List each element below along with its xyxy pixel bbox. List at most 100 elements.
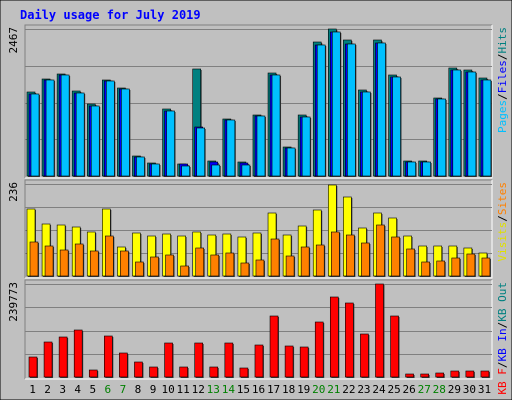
bar-pages-day-6 (106, 80, 116, 177)
bar-kb-f-day-30 (465, 370, 475, 378)
x-tick-label: 1 (29, 383, 36, 396)
x-tick-label: 15 (237, 383, 250, 396)
bar-pages-day-10 (166, 110, 176, 177)
bar-kb-f-day-2 (43, 341, 54, 378)
bar-kb-f-day-9 (149, 366, 159, 378)
bar-pages-day-22 (347, 43, 357, 177)
bar-sites-day-27 (421, 261, 431, 277)
bar-kb-f-day-27 (420, 373, 430, 378)
bar-kb-f-day-29 (450, 370, 460, 378)
x-tick-label: 8 (135, 383, 142, 396)
legend-label: / (496, 322, 509, 329)
x-tick-label: 2 (44, 383, 51, 396)
bar-pages-day-31 (482, 79, 492, 177)
bar-sites-day-10 (165, 254, 175, 277)
bar-kb-f-day-7 (119, 352, 129, 378)
x-tick-label: 7 (120, 383, 127, 396)
legend-labels: KB F/KB In/KB Out (496, 282, 509, 395)
bar-sites-day-23 (361, 242, 371, 277)
bar-pages-day-13 (211, 164, 221, 177)
legend-label: / (496, 362, 509, 369)
y-max-label: 236 (7, 182, 20, 202)
bar-pages-day-25 (392, 76, 402, 177)
x-tick-label: 20 (312, 383, 325, 396)
bar-sites-day-20 (315, 244, 326, 277)
bar-kb-f-day-19 (299, 346, 310, 378)
x-tick-label: 19 (297, 383, 310, 396)
bar-pages-day-28 (437, 98, 447, 177)
bar-kb-f-day-28 (435, 372, 445, 378)
bar-kb-f-day-3 (58, 336, 69, 378)
legend-label: Files (496, 60, 509, 93)
bar-sites-day-24 (376, 224, 386, 277)
y-max-label: 2467 (7, 27, 20, 54)
bar-sites-day-5 (89, 250, 100, 277)
x-tick-label: 4 (74, 383, 81, 396)
bar-kb-f-day-12 (194, 342, 204, 378)
bar-kb-f-day-4 (73, 329, 84, 378)
x-tick-label: 25 (387, 383, 400, 396)
legend-label: Sites (496, 182, 509, 215)
bar-kb-f-day-17 (269, 315, 280, 378)
x-tick-label: 6 (105, 383, 112, 396)
bar-pages-day-27 (422, 161, 432, 177)
x-tick-label: 18 (282, 383, 295, 396)
legend-label: KB In (496, 328, 509, 361)
x-tick-label: 5 (89, 383, 96, 396)
bar-sites-day-26 (406, 248, 416, 277)
bar-sites-day-15 (240, 262, 250, 277)
x-tick-label: 31 (478, 383, 491, 396)
bar-sites-day-18 (285, 255, 296, 277)
x-tick-label: 27 (418, 383, 431, 396)
bar-sites-day-11 (180, 265, 190, 277)
bar-kb-f-day-5 (88, 369, 99, 378)
legend-labels: Visits/Sites (496, 182, 509, 262)
bar-kb-f-day-25 (390, 315, 400, 378)
bar-pages-day-12 (196, 127, 206, 177)
bar-kb-f-day-6 (104, 335, 114, 378)
x-tick-label: 30 (463, 383, 476, 396)
bar-kb-f-day-21 (329, 296, 340, 378)
legend-label: Hits (496, 27, 509, 54)
bar-sites-day-22 (346, 234, 356, 277)
bar-sites-day-19 (300, 246, 311, 277)
bar-kb-f-day-15 (239, 367, 249, 378)
bar-kb-f-day-26 (405, 373, 415, 378)
bar-kb-f-day-24 (375, 283, 385, 378)
bar-kb-f-day-22 (345, 302, 355, 378)
bar-pages-day-7 (121, 88, 131, 177)
x-axis-labels: 1 2 3 4 5 6 7 8 9 10 11 12 13 14 15 16 17 18 19 20 21 22 23 24 2… (29, 383, 491, 396)
chart-panels: 2467Pages/Files/Hits236Visits/Sites23977… (7, 24, 509, 395)
bar-kb-f-day-20 (314, 321, 325, 378)
legend-label: / (496, 54, 509, 61)
bar-sites-day-1 (29, 241, 39, 277)
bar-sites-day-9 (150, 256, 160, 277)
x-tick-label: 12 (192, 383, 205, 396)
bar-pages-day-15 (241, 164, 251, 177)
bar-sites-day-7 (120, 250, 130, 277)
bar-pages-day-26 (407, 161, 417, 177)
x-tick-label: 26 (403, 383, 416, 396)
legend-label: KB Out (496, 282, 509, 322)
bar-sites-day-25 (391, 236, 401, 277)
bar-sites-day-28 (436, 260, 446, 277)
bar-kb-f-day-10 (164, 342, 174, 378)
bar-pages-day-17 (271, 74, 282, 177)
bar-kb-f-day-8 (134, 361, 144, 378)
bar-pages-day-1 (30, 93, 40, 177)
bar-kb-f-day-18 (284, 345, 295, 378)
x-tick-label: 16 (252, 383, 265, 396)
x-tick-label: 24 (372, 383, 386, 396)
bar-pages-day-29 (452, 69, 462, 177)
bar-sites-day-21 (330, 231, 341, 277)
panel-visits-sites: 236 Visits/Sites (7, 179, 509, 279)
x-tick-label: 3 (59, 383, 66, 396)
legend-label: Visits (496, 222, 509, 262)
bar-sites-day-6 (105, 235, 115, 277)
bar-pages-day-24 (377, 42, 387, 177)
legend-label: KB F (496, 368, 509, 395)
bar-pages-day-9 (151, 163, 161, 177)
